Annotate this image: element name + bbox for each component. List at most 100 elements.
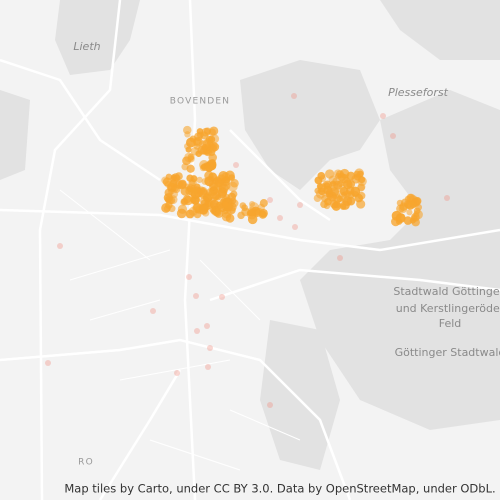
data-point [343,190,352,198]
data-point [193,293,199,299]
attribution: Map tiles by Carto, under CC BY 3.0. Dat… [64,482,495,496]
data-point [333,200,341,209]
data-point [313,194,322,202]
data-point [267,402,273,408]
data-points [45,93,450,408]
minor-roads [59,189,301,471]
data-point [339,203,347,210]
data-point [396,204,405,213]
data-point [257,203,266,212]
data-point [209,206,217,213]
data-point [325,169,335,179]
data-point [188,187,198,197]
data-point [225,170,235,181]
data-point [165,201,173,209]
data-point [292,224,298,230]
data-point [187,153,195,161]
data-point [190,197,197,204]
data-point [227,181,238,192]
data-point [45,360,51,366]
data-point [332,177,341,186]
data-point [164,188,173,197]
data-point [314,176,323,185]
data-point [233,162,239,168]
data-point [199,164,207,172]
data-point [207,175,215,183]
data-point [342,179,353,190]
data-point [396,212,406,223]
place-label: Lieth [73,40,100,53]
data-point [219,294,225,300]
data-point [241,207,250,217]
data-point [357,183,365,192]
data-point [198,204,209,215]
place-label: Stadtwald Göttingen [393,285,500,298]
data-point [337,255,343,261]
data-point [203,127,212,135]
data-point [185,146,192,153]
data-point [193,210,202,219]
data-point [336,195,344,203]
data-point [358,176,366,184]
data-point [444,195,450,201]
place-label: RO [78,458,94,468]
data-point [409,217,416,224]
place-label: Feld [439,317,462,330]
data-point [184,131,191,138]
data-point [317,183,327,193]
forest-areas [0,0,500,470]
data-point [185,137,196,148]
data-point [205,165,213,173]
data-point [336,170,344,179]
data-point [215,194,222,201]
data-point [277,215,283,221]
data-point [357,191,366,200]
data-point [210,182,218,191]
data-point [196,176,203,184]
data-point [258,210,267,219]
data-point [199,196,210,206]
data-point [150,308,156,314]
data-point [204,323,210,329]
data-point [210,196,217,203]
data-point [186,274,192,280]
data-point [356,199,366,209]
data-point [209,126,219,136]
data-point [297,202,303,208]
data-point [185,209,195,219]
data-point [176,208,187,219]
data-point [189,179,196,186]
data-point [406,209,413,216]
data-point [177,180,187,190]
data-point [57,243,63,249]
data-point [210,142,220,152]
data-point [320,194,329,202]
place-label: Göttinger Stadtwald [395,346,500,359]
place-label: Plesseforst [388,86,449,99]
town-label: BOVENDEN [170,97,230,107]
data-point [230,190,238,198]
data-point [201,144,208,151]
data-point [325,189,334,197]
data-point [174,370,180,376]
data-point [170,175,179,184]
data-point [229,197,237,204]
data-point [390,133,396,139]
data-point [186,164,195,173]
data-point [380,113,386,119]
data-point [180,198,188,205]
data-point [247,214,258,225]
data-point [218,183,229,194]
data-point [267,197,273,203]
data-point [337,184,346,193]
place-label: und Kerstlingeröder [396,302,500,315]
data-point [194,328,200,334]
data-point [406,193,415,202]
data-point [405,200,416,210]
data-point [196,131,204,139]
data-point [207,345,213,351]
data-point [248,208,256,217]
